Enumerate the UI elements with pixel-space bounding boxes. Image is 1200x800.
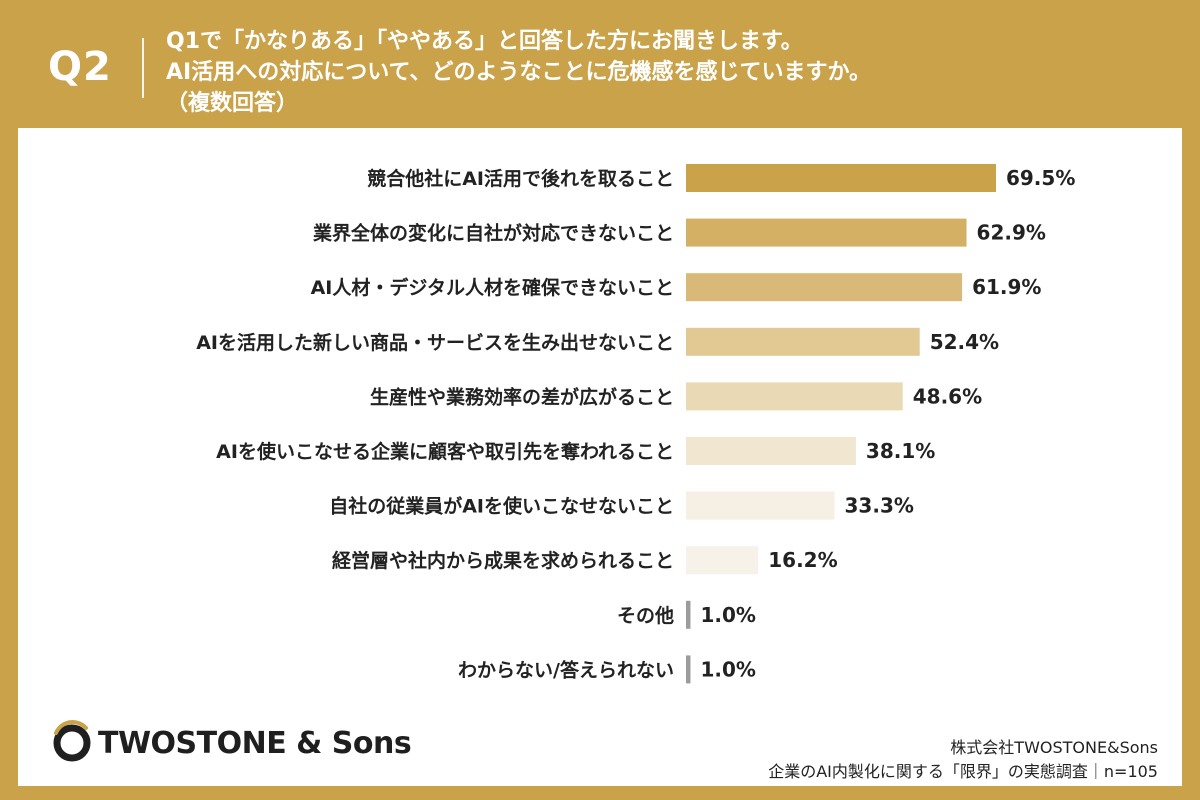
bar (686, 600, 691, 629)
header-divider (142, 38, 144, 98)
twostone-logo-icon (53, 720, 91, 762)
bar (686, 164, 996, 192)
question-line-2: AI活用への対応について、どのようなことに危機感を感じていますか。 (166, 60, 872, 85)
bar (686, 273, 963, 302)
brand-name: TWOSTONE & Sons (98, 726, 412, 761)
bar-chart: 競合他社にAI活用で後れを取ること 69.5% 業界全体の変化に自社が対応できないこ… (196, 164, 1075, 684)
category-label: AIを活用した新しい商品・サービスを生み出せないこと (196, 331, 674, 354)
category-label: AIを使いこなせる企業に顧客や取引先を奪われること (216, 440, 674, 463)
category-label: 自社の従業員がAIを使いこなせないこと (329, 495, 674, 518)
credit-block: 株式会社TWOSTONE&Sons 企業のAI内製化に関する「限界」の実態調査｜… (768, 736, 1158, 784)
bar (686, 546, 759, 575)
category-label: AI人材・デジタル人材を確保できないこと (311, 276, 674, 299)
company-name: 株式会社TWOSTONE&Sons (950, 738, 1158, 757)
value-label: 16.2% (768, 548, 837, 572)
value-label: 52.4% (930, 330, 999, 354)
survey-info: 企業のAI内製化に関する「限界」の実態調査｜n=105 (768, 762, 1158, 781)
question-number: Q2 (48, 44, 112, 90)
bar (686, 382, 903, 411)
question-line-1: Q1で「かなりある」「ややある」と回答した方にお聞きします。 (166, 29, 803, 54)
category-label: その他 (617, 604, 674, 627)
value-label: 61.9% (972, 275, 1041, 299)
category-label: 経営層や社内から成果を求められること (332, 549, 674, 572)
question-text: Q1で「かなりある」「ややある」と回答した方にお聞きします。 AI活用への対応に… (166, 26, 871, 119)
category-label: わからない/答えられない (458, 658, 674, 681)
value-label: 38.1% (866, 439, 935, 463)
chart-panel: 競合他社にAI活用で後れを取ること 69.5% 業界全体の変化に自社が対応できないこ… (18, 128, 1182, 786)
value-label: 48.6% (913, 384, 982, 408)
value-label: 33.3% (845, 494, 914, 518)
value-label: 62.9% (977, 221, 1046, 245)
bar (686, 327, 920, 356)
category-label: 競合他社にAI活用で後れを取ること (367, 167, 674, 190)
bar (686, 218, 967, 247)
value-label: 69.5% (1006, 166, 1075, 190)
question-line-3: （複数回答） (166, 91, 299, 116)
header: Q2 Q1で「かなりある」「ややある」と回答した方にお聞きします。 AI活用への… (0, 0, 1200, 128)
category-label: 生産性や業務効率の差が広がること (370, 385, 674, 408)
bar (686, 491, 835, 520)
value-label: 1.0% (700, 657, 755, 681)
value-label: 1.0% (700, 603, 755, 627)
bar (686, 437, 856, 465)
category-label: 業界全体の変化に自社が対応できないこと (312, 222, 674, 245)
bar (686, 655, 691, 684)
